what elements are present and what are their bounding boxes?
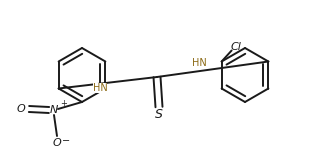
Text: O: O [52,138,61,148]
Text: O: O [17,104,25,114]
Text: −: − [62,136,70,146]
Text: S: S [155,108,163,122]
Text: Cl: Cl [230,42,241,51]
Text: +: + [60,98,67,108]
Text: HN: HN [192,58,207,68]
Text: HN: HN [93,83,107,93]
Text: N: N [50,105,58,115]
